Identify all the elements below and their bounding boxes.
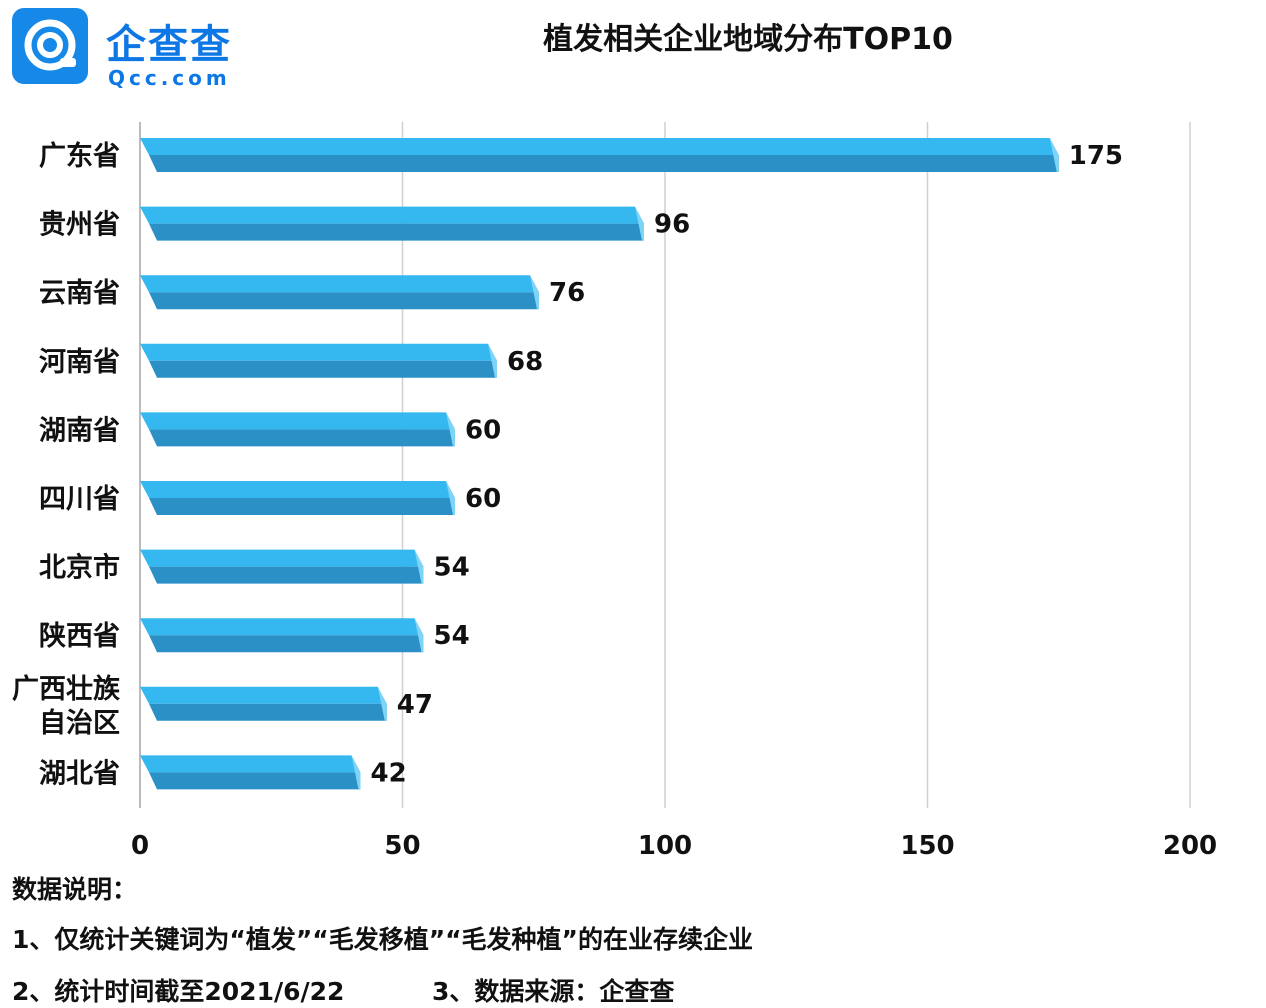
bar-top-face <box>140 755 361 773</box>
bar-bottom-face <box>149 429 455 447</box>
bar-end-cap <box>414 549 424 584</box>
note-line-3: 3、数据来源：企查查 <box>432 977 675 1006</box>
category-label: 河南省 <box>39 347 120 378</box>
category-label: 湖北省 <box>39 758 120 789</box>
bar-value-label: 76 <box>549 278 585 308</box>
bar-top-face <box>140 549 424 567</box>
bar-end-cap <box>635 206 644 241</box>
bar-top-face <box>140 618 424 636</box>
bar-top-face <box>140 138 1059 155</box>
bar-value-label: 60 <box>465 415 501 445</box>
chart-title: 植发相关企业地域分布TOP10 <box>543 22 953 57</box>
bar-top-face <box>140 275 539 293</box>
category-label: 广西壮族自治区 <box>12 673 121 739</box>
bar-bottom-face <box>149 498 455 515</box>
bar-bottom-face <box>149 292 539 310</box>
bar-top-face <box>140 686 387 704</box>
bar-end-cap <box>377 686 387 721</box>
bar-bottom-face <box>149 772 361 790</box>
bar-value-label: 68 <box>507 347 543 377</box>
bar-value-label: 175 <box>1069 141 1123 171</box>
category-label: 湖南省 <box>39 415 120 446</box>
bar-top-face <box>140 343 497 361</box>
bar-bottom-face <box>149 155 1059 172</box>
bar-end-cap <box>1049 138 1059 172</box>
logo-text-cn: 企查查 <box>106 22 232 68</box>
qcc-logo: 企查查 Qcc.com <box>12 8 252 90</box>
category-label: 北京市 <box>39 552 120 584</box>
bar-end-cap <box>446 412 455 447</box>
notes-heading: 数据说明： <box>12 875 138 904</box>
x-tick-label: 100 <box>638 831 692 861</box>
note-line-2: 2、统计时间截至2021/6/22 <box>12 977 345 1006</box>
category-label: 贵州省 <box>39 210 120 241</box>
bar-value-label: 42 <box>371 758 407 788</box>
bar-value-label: 54 <box>434 553 470 583</box>
category-label: 陕西省 <box>39 621 120 652</box>
bar-end-cap <box>446 481 455 515</box>
x-tick-label: 200 <box>1163 831 1217 861</box>
category-label: 四川省 <box>39 484 120 515</box>
bar-end-cap <box>414 618 424 653</box>
bar-value-label: 47 <box>397 690 433 720</box>
bar-end-cap <box>488 343 497 378</box>
bar-end-cap <box>530 275 539 310</box>
x-tick-label: 150 <box>900 831 954 861</box>
bar-bottom-face <box>149 360 497 378</box>
bar-bottom-face <box>149 635 424 653</box>
bar-bottom-face <box>149 223 644 241</box>
note-line-1: 1、仅统计关键词为“植发”“毛发移植”“毛发种植”的在业存续企业 <box>12 925 753 954</box>
x-tick-label: 50 <box>384 831 420 861</box>
bar-chart: 0 50 100 150 200 175 广东省 96 贵州省 76 云南省 68 河南省 60 湖南省 60… <box>12 122 1217 861</box>
bar-top-face <box>140 481 455 498</box>
bar-value-label: 60 <box>465 484 501 514</box>
bar-end-cap <box>351 755 361 790</box>
logo-text-en: Qcc.com <box>108 66 231 90</box>
bar-bottom-face <box>149 566 424 584</box>
bar-bottom-face <box>149 703 387 721</box>
bar-value-label: 96 <box>654 210 690 240</box>
bar-value-label: 54 <box>434 621 470 651</box>
category-label: 云南省 <box>39 278 120 309</box>
bar-top-face <box>140 206 644 224</box>
category-label: 广东省 <box>39 140 120 172</box>
x-tick-label: 0 <box>131 831 149 861</box>
qcc-logo-icon <box>12 8 88 84</box>
bar-top-face <box>140 412 455 430</box>
